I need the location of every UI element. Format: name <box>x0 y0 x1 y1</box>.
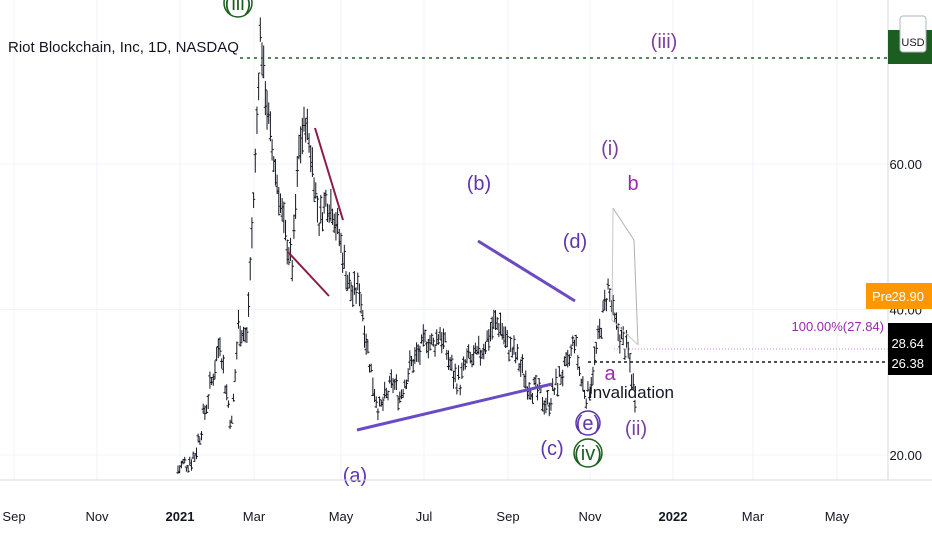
wave-label: b <box>627 173 638 195</box>
wave-label-circle <box>223 0 253 18</box>
wave-label-circle <box>573 438 603 468</box>
time-tick-label: Nov <box>578 509 602 524</box>
time-axis[interactable]: Sep Nov 2021 Mar May Jul Sep Nov 2022 Mar May <box>2 509 849 524</box>
wave-label: (a) <box>343 465 367 487</box>
wave-label: (b) <box>467 173 491 195</box>
wave-label: (e) <box>576 413 600 435</box>
drawing-layer: 100.00%(27.84) Invalidation <box>240 57 888 432</box>
time-tick-label: May <box>825 509 850 524</box>
time-tick-label: Jul <box>416 509 433 524</box>
currency-label: USD <box>901 37 924 49</box>
wave-label: (iii) <box>651 31 678 53</box>
invalidation-price-value: 26.38 <box>891 356 924 371</box>
wave-label: (ii) <box>625 418 647 440</box>
wave-label: (i) <box>601 138 619 160</box>
time-tick-label: 2021 <box>166 509 195 524</box>
projection-lines <box>612 207 639 346</box>
time-tick-label: 2022 <box>659 509 688 524</box>
triangle-upper-line <box>477 239 576 303</box>
fib-label: 100.00%(27.84) <box>791 319 884 334</box>
time-tick-label: Mar <box>243 509 266 524</box>
wedge-upper-line <box>314 127 344 221</box>
pre-value: 28.90 <box>891 289 924 304</box>
time-tick-label: Nov <box>85 509 109 524</box>
wedge-lower-line <box>287 251 330 297</box>
wave-label: (c) <box>540 438 563 460</box>
price-markers: Pre 28.90 28.64 26.38 <box>866 30 932 375</box>
wave-label: a <box>604 363 616 385</box>
ohlc-bars <box>176 17 637 474</box>
projection-lines-inner <box>611 207 639 346</box>
invalidation-label: Invalidation <box>588 383 674 402</box>
last-price-box <box>888 323 932 375</box>
chart-title: Riot Blockchain, Inc, 1D, NASDAQ <box>8 39 239 56</box>
wave-label: (iii) <box>225 0 252 15</box>
wave-label-circle <box>575 410 601 436</box>
triangle-lower-line <box>356 382 553 432</box>
time-tick-label: Sep <box>496 509 519 524</box>
time-tick-label: May <box>329 509 354 524</box>
wave-labels: (iii) (iii) (b) (d) (i) b a (ii) (c) (e) (iv) (a) <box>223 0 678 487</box>
wave-label: (iv) <box>574 443 602 465</box>
time-tick-label: Sep <box>2 509 25 524</box>
time-tick-label: Mar <box>742 509 765 524</box>
price-tick-label: 20.00 <box>889 448 922 463</box>
pre-label: Pre <box>872 289 892 304</box>
currency-button[interactable]: USD <box>899 15 927 53</box>
last-price-value: 28.64 <box>891 336 924 351</box>
pre-price-box <box>866 283 932 309</box>
wave-label: (d) <box>563 231 587 253</box>
price-tick-label: 60.00 <box>889 157 922 172</box>
